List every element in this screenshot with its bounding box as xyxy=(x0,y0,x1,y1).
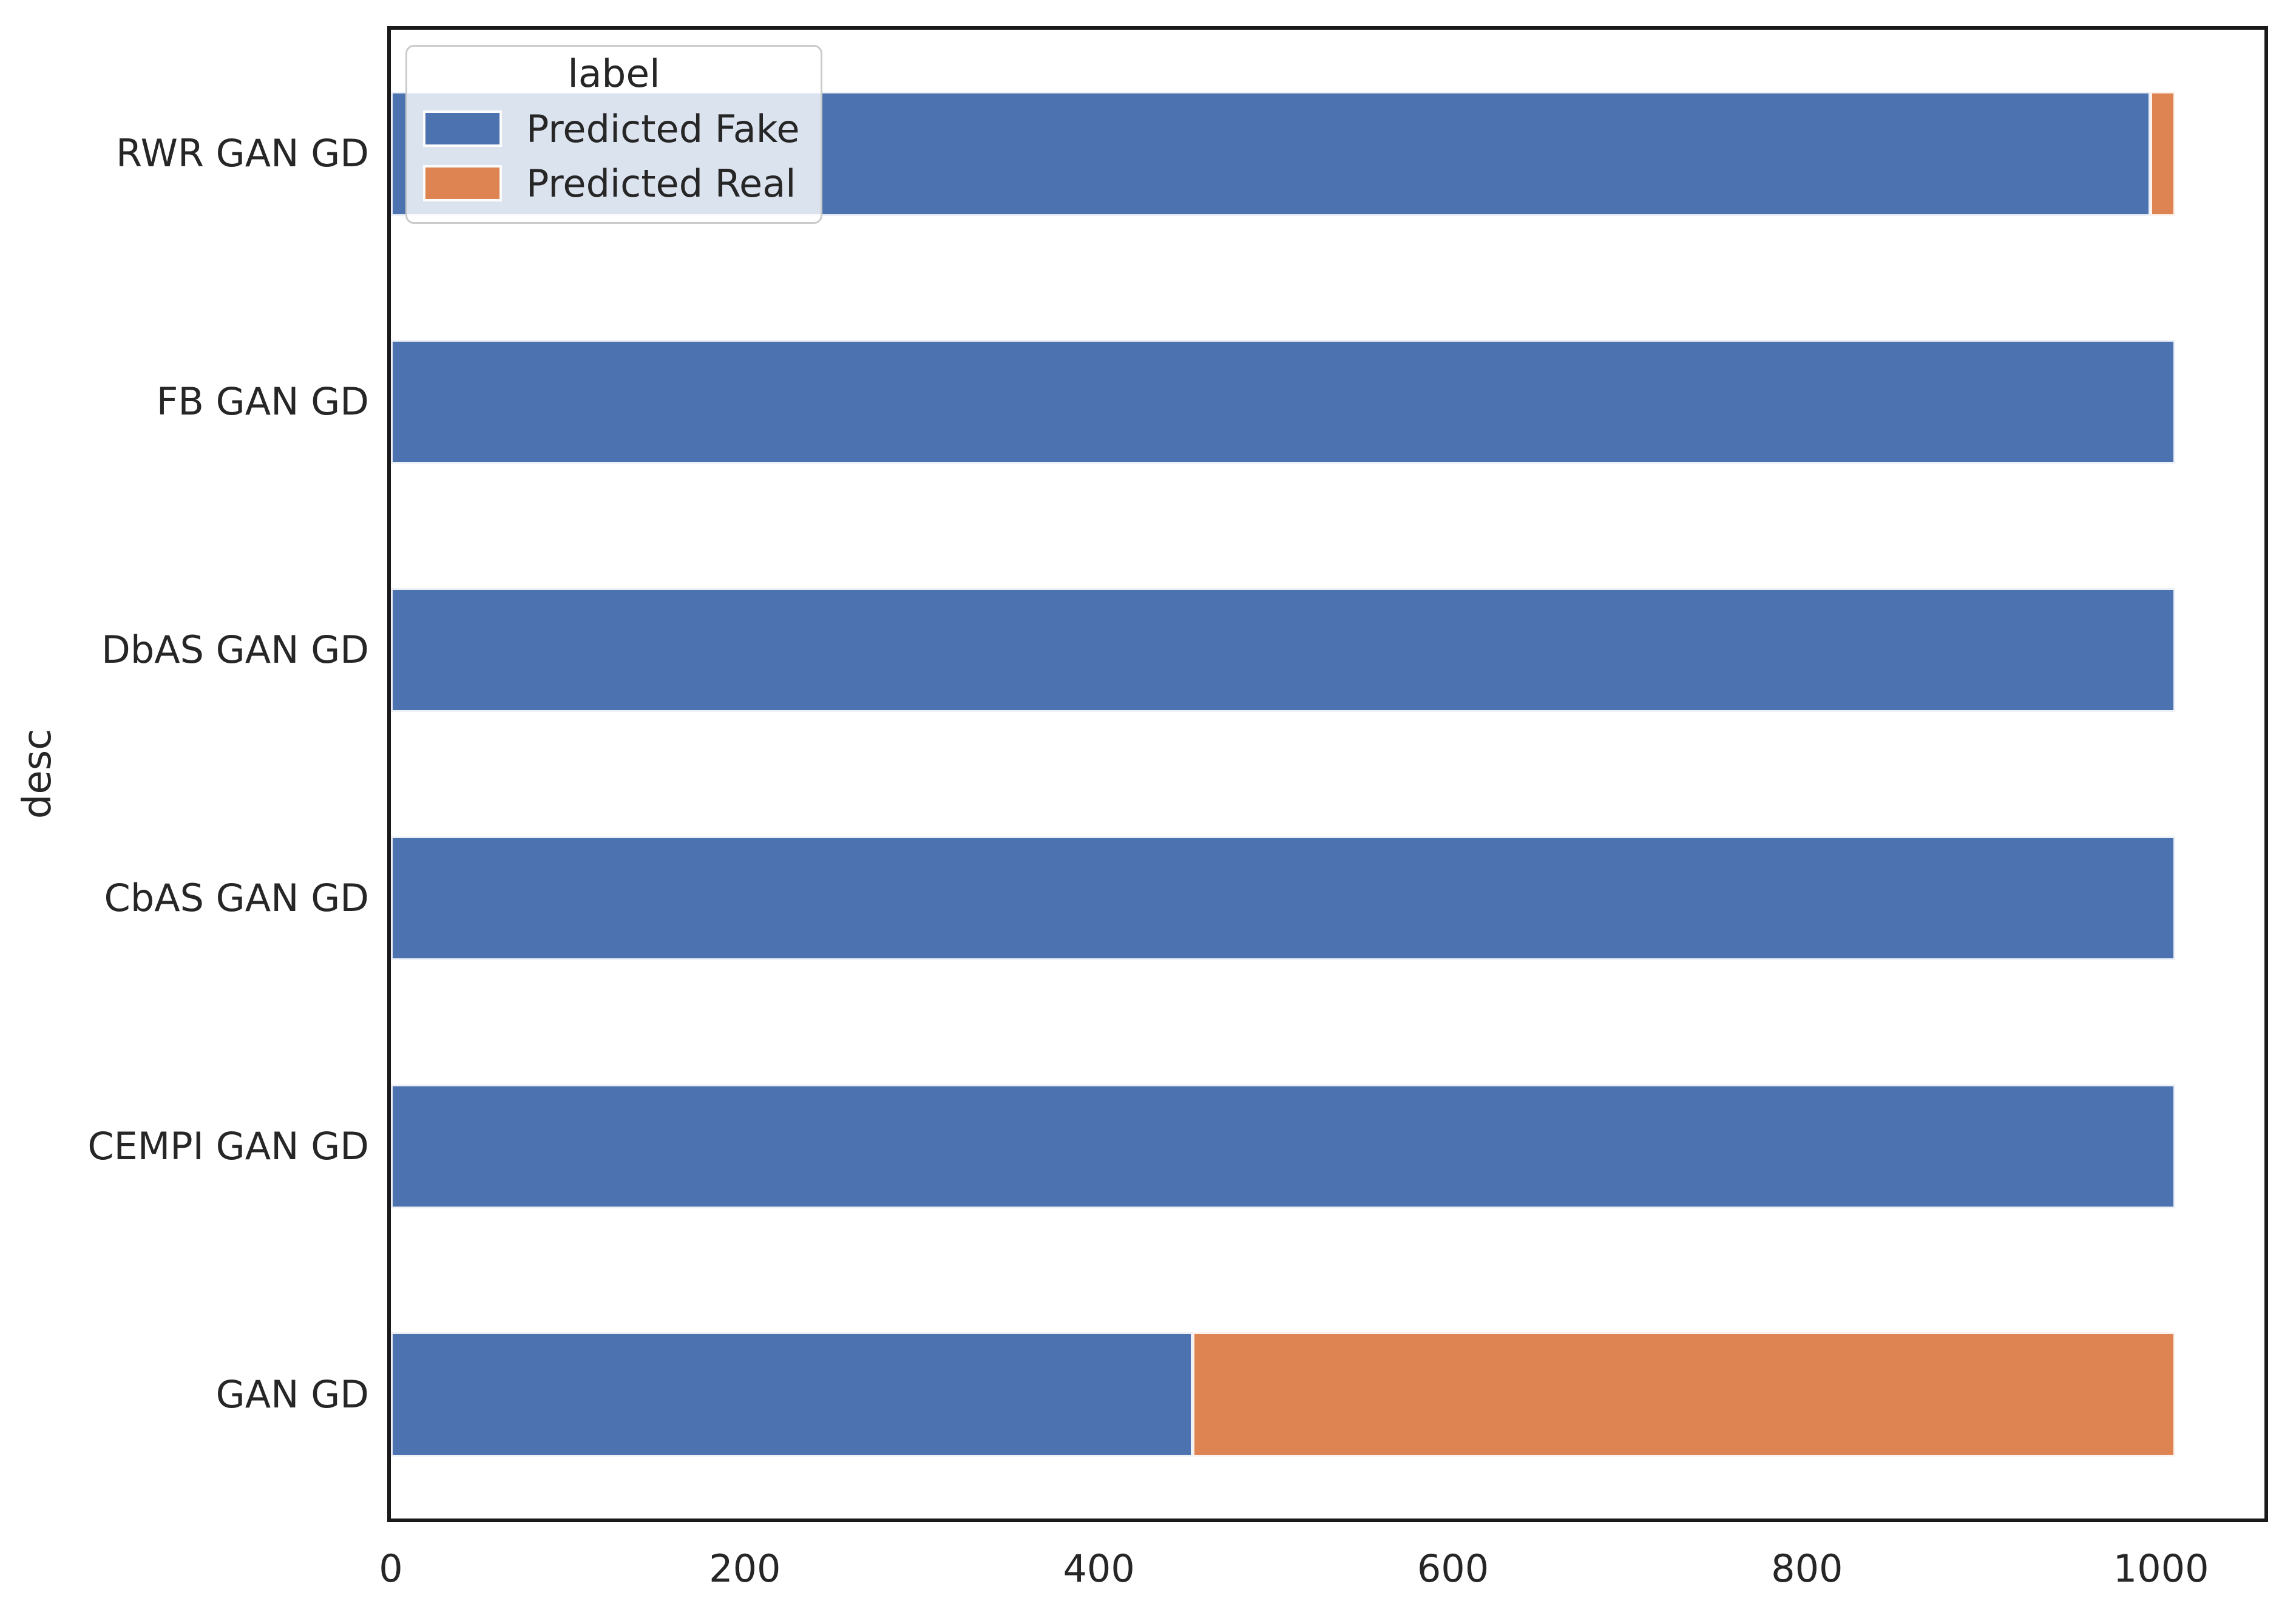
legend-swatch-predicted-real-icon xyxy=(423,165,502,201)
x-tick-label-600: 600 xyxy=(1417,1546,1489,1591)
bar-fb-gan-gd-predicted-fake xyxy=(391,340,2175,464)
x-tick-label-200: 200 xyxy=(709,1546,781,1591)
y-tick-label-rwr-gan-gd: RWR GAN GD xyxy=(116,131,369,176)
legend-label-predicted-real: Predicted Real xyxy=(526,161,796,206)
bar-gan-gd-predicted-fake xyxy=(391,1332,1193,1457)
y-tick-label-dbas-gan-gd: DbAS GAN GD xyxy=(101,628,369,672)
bar-gan-gd-predicted-real xyxy=(1193,1332,2175,1457)
x-tick-label-400: 400 xyxy=(1063,1546,1135,1591)
x-tick-label-0: 0 xyxy=(379,1546,403,1591)
legend-title: label xyxy=(567,52,660,96)
x-tick-label-800: 800 xyxy=(1771,1546,1843,1591)
bar-rwr-gan-gd-predicted-real xyxy=(2150,92,2175,216)
bar-cempi-gan-gd-predicted-fake xyxy=(391,1084,2175,1208)
bar-cbas-gan-gd-predicted-fake xyxy=(391,836,2175,961)
plot-area xyxy=(387,26,2268,1522)
legend-entry-predicted-real: Predicted Real xyxy=(407,156,821,211)
x-tick-label-1000: 1000 xyxy=(2113,1546,2209,1591)
y-tick-label-fb-gan-gd: FB GAN GD xyxy=(156,379,369,424)
legend: label Predicted Fake Predicted Real xyxy=(405,45,822,224)
legend-entry-predicted-fake: Predicted Fake xyxy=(407,101,821,156)
legend-swatch-predicted-fake-icon xyxy=(423,110,502,147)
y-tick-label-cempi-gan-gd: CEMPI GAN GD xyxy=(87,1123,369,1168)
bar-dbas-gan-gd-predicted-fake xyxy=(391,587,2175,713)
y-tick-labels: RWR GAN GD FB GAN GD DbAS GAN GD CbAS GAN G… xyxy=(0,0,369,1615)
y-tick-label-gan-gd: GAN GD xyxy=(215,1372,369,1417)
y-tick-label-cbas-gan-gd: CbAS GAN GD xyxy=(104,875,369,920)
legend-label-predicted-fake: Predicted Fake xyxy=(526,106,800,151)
